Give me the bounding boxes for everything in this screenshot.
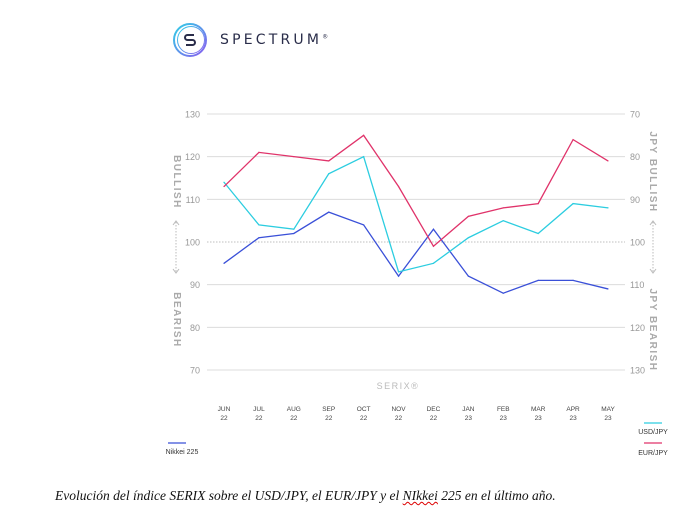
data-point-usd-jpy: [293, 228, 295, 230]
right-label-jpy-bearish: JPY BEARISH: [647, 288, 658, 371]
x-tick-year: 22: [430, 415, 438, 422]
x-tick-month: MAY: [601, 406, 615, 413]
x-tick-month: SEP: [322, 406, 335, 413]
arrow-head-icon: [172, 220, 180, 274]
x-tick-month: JUN: [218, 406, 231, 413]
data-point-eur-jpy: [363, 134, 365, 136]
data-point-eur-jpy: [502, 207, 504, 209]
data-point-nikkei-225: [432, 228, 435, 230]
x-tick-year: 22: [325, 415, 333, 422]
data-point-usd-jpy: [432, 262, 435, 264]
y-tick-right: 110: [630, 280, 644, 290]
data-point-nikkei-225: [502, 292, 504, 294]
data-point-eur-jpy: [607, 160, 609, 162]
spectrum-logo: SPECTRUM®: [172, 22, 331, 58]
x-tick-month: MAR: [531, 406, 546, 413]
y-tick-left: 90: [190, 280, 200, 290]
arrow-head-icon: [649, 220, 657, 274]
x-tick-month: AUG: [287, 406, 301, 413]
data-point-nikkei-225: [572, 279, 574, 281]
y-tick-left: 130: [185, 110, 200, 120]
y-tick-right: 90: [630, 195, 640, 205]
x-tick-month: JAN: [462, 406, 475, 413]
brand-name: SPECTRUM®: [220, 32, 332, 48]
x-axis-label: SERIX®: [377, 381, 420, 391]
data-point-nikkei-225: [467, 275, 469, 277]
data-point-usd-jpy: [467, 237, 469, 239]
y-tick-left: 110: [186, 195, 200, 205]
data-point-usd-jpy: [572, 203, 574, 205]
x-tick-year: 22: [360, 415, 368, 422]
spellcheck-flagged-word: NIkkei: [402, 488, 438, 503]
x-tick-month: OCT: [357, 406, 371, 413]
data-point-eur-jpy: [293, 156, 295, 158]
data-point-nikkei-225: [607, 288, 609, 290]
data-point-nikkei-225: [397, 275, 400, 277]
data-point-usd-jpy: [258, 224, 260, 226]
data-point-eur-jpy: [572, 139, 574, 141]
y-tick-right: 120: [630, 323, 645, 333]
y-tick-right: 80: [630, 152, 640, 162]
data-point-nikkei-225: [293, 232, 295, 235]
data-point-usd-jpy: [397, 271, 400, 273]
data-point-usd-jpy: [328, 173, 330, 175]
x-tick-month: DEC: [427, 406, 441, 413]
x-tick-year: 22: [255, 415, 263, 422]
x-tick-month: APR: [566, 406, 580, 413]
series-line-usd-jpy: [223, 155, 609, 273]
legend-label-eur-jpy: EUR/JPY: [638, 450, 668, 457]
x-tick-month: FEB: [497, 406, 510, 413]
y-tick-left: 120: [185, 152, 200, 162]
data-point-eur-jpy: [467, 215, 469, 217]
x-tick-year: 22: [395, 415, 403, 422]
y-tick-left: 100: [185, 238, 200, 248]
data-point-usd-jpy: [363, 156, 365, 158]
data-point-eur-jpy: [432, 245, 435, 247]
legend-label-usd-jpy: USD/JPY: [638, 429, 668, 436]
data-point-eur-jpy: [258, 151, 260, 153]
data-point-usd-jpy: [607, 207, 609, 209]
x-tick-year: 23: [465, 415, 473, 422]
y-tick-left: 70: [190, 366, 200, 376]
data-point-nikkei-225: [537, 279, 539, 281]
data-point-eur-jpy: [328, 160, 330, 162]
data-point-eur-jpy: [397, 185, 400, 188]
series-line-nikkei-225: [223, 211, 609, 294]
figure-caption: Evolución del índice SERIX sobre el USD/…: [55, 488, 556, 503]
data-point-nikkei-225: [258, 237, 260, 239]
x-tick-month: JUL: [253, 406, 265, 413]
x-tick-month: NOV: [391, 406, 406, 413]
data-point-usd-jpy: [537, 232, 539, 235]
x-tick-year: 23: [535, 415, 543, 422]
x-tick-year: 22: [220, 415, 228, 422]
x-tick-year: 23: [604, 415, 612, 422]
y-tick-right: 130: [630, 366, 645, 376]
data-point-nikkei-225: [223, 262, 225, 264]
y-tick-right: 100: [630, 238, 645, 248]
spectrum-logo-icon: [173, 23, 207, 57]
data-point-nikkei-225: [363, 224, 365, 226]
data-point-eur-jpy: [537, 203, 539, 205]
data-point-eur-jpy: [223, 185, 225, 188]
data-point-usd-jpy: [502, 220, 504, 222]
data-point-nikkei-225: [328, 211, 330, 213]
x-tick-year: 23: [500, 415, 508, 422]
x-tick-year: 22: [290, 415, 298, 422]
serix-chart: 130 70 120 80 110 90 100 100 90 110 80 120 70 130 BULL…: [166, 110, 668, 458]
y-tick-right: 70: [630, 110, 640, 120]
left-label-bearish: BEARISH: [171, 292, 182, 348]
legend-label-nikkei-225: Nikkei 225: [166, 449, 199, 456]
series-line-eur-jpy: [223, 134, 609, 248]
data-point-usd-jpy: [223, 181, 225, 183]
right-label-jpy-bullish: JPY BULLISH: [647, 131, 658, 212]
y-tick-left: 80: [190, 323, 200, 333]
x-tick-year: 23: [569, 415, 577, 422]
left-label-bullish: BULLISH: [171, 155, 182, 209]
